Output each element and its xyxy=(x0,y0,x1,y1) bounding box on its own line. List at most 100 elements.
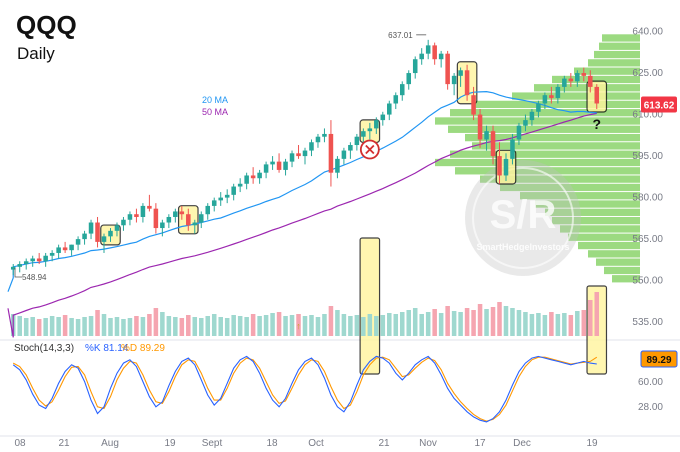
candle xyxy=(198,211,204,229)
volume-profile-bar xyxy=(596,258,640,266)
volume-profile-bar xyxy=(435,117,640,125)
time-tick-label: Oct xyxy=(308,438,324,449)
volume-profile-bar xyxy=(535,200,640,208)
ma20-line xyxy=(7,90,597,292)
volume-bar xyxy=(425,312,431,336)
volume-profile-bar xyxy=(512,92,640,100)
last-price-tag xyxy=(641,96,677,113)
candle xyxy=(101,233,107,253)
price-tick-label: 550.00 xyxy=(632,276,663,287)
volume-profile-bar xyxy=(594,50,640,59)
candle xyxy=(121,216,126,231)
candle xyxy=(516,122,522,146)
candle xyxy=(114,222,120,237)
candle xyxy=(205,203,211,220)
stoch-value-label: 89.29 xyxy=(646,355,671,366)
candle xyxy=(354,133,360,151)
price-tick-label: 565.00 xyxy=(632,234,663,245)
candle xyxy=(43,252,48,267)
watermark-text: S/R xyxy=(490,193,557,237)
volume-bar xyxy=(205,316,211,336)
question-annotation: ? xyxy=(592,116,601,132)
volume-profile-bar xyxy=(588,59,640,67)
volume-bar xyxy=(412,308,418,336)
volume-profile-bar xyxy=(455,167,640,175)
volume-bar xyxy=(114,317,120,336)
volume-bar xyxy=(594,292,600,336)
volume-bar xyxy=(101,314,107,336)
candle xyxy=(62,241,68,253)
volume-profile-bar xyxy=(545,208,640,216)
cross-marker-x xyxy=(365,144,375,155)
candle xyxy=(399,81,405,101)
volume-bar xyxy=(244,317,249,336)
volume-profile-bar xyxy=(604,266,640,275)
stoch-k-label: %K 81.14 xyxy=(85,343,129,354)
volume-bar xyxy=(477,304,483,336)
volume-bar xyxy=(328,306,334,336)
volume-bar xyxy=(451,311,457,336)
candle xyxy=(464,64,470,101)
candle xyxy=(134,208,139,223)
candle xyxy=(147,194,152,212)
stoch-k-line xyxy=(12,355,597,423)
candle xyxy=(445,50,450,90)
candle xyxy=(568,73,574,87)
candle xyxy=(335,156,340,179)
volume-bar xyxy=(419,314,424,336)
candle xyxy=(503,153,509,181)
ma50-label: 50 MA xyxy=(202,107,228,117)
volume-profile-bar xyxy=(588,250,640,258)
candle xyxy=(387,100,392,121)
highlight-column xyxy=(359,237,381,375)
volume-bar xyxy=(82,317,87,336)
stoch-d-label: %D 89.29 xyxy=(121,343,165,354)
candle xyxy=(380,111,386,126)
volume-bar xyxy=(140,317,146,336)
candle xyxy=(10,264,16,276)
volume-bar xyxy=(30,317,35,336)
volume-bar xyxy=(555,314,561,336)
volume-profile-bar xyxy=(472,142,640,150)
volume-bar xyxy=(497,302,502,336)
stoch-tick-label: 60.00 xyxy=(638,377,663,388)
volume-bar xyxy=(542,315,548,336)
volume-profile-bar xyxy=(448,125,640,133)
volume-bar xyxy=(387,313,392,336)
volume-bar xyxy=(166,316,172,336)
volume-profile-bar xyxy=(450,109,640,117)
time-tick-label: Sept xyxy=(202,438,223,449)
time-tick-label: Nov xyxy=(419,438,437,449)
volume-bar xyxy=(198,318,204,336)
candle xyxy=(581,67,587,82)
time-tick-label: 17 xyxy=(474,438,486,449)
volume-bars: ↑ xyxy=(10,292,600,336)
volume-profile-bar xyxy=(435,158,640,167)
high-price-label: 637.01 xyxy=(388,31,413,40)
volume-bar xyxy=(315,317,321,336)
volume-bar xyxy=(108,318,113,336)
volume-bar xyxy=(17,316,22,336)
volume-profile xyxy=(435,34,640,283)
candle xyxy=(477,109,483,148)
volume-profile-bar xyxy=(568,233,640,241)
volume-bar xyxy=(322,314,327,336)
volume-profile-bar xyxy=(602,34,640,42)
candle xyxy=(510,133,515,165)
candle xyxy=(588,70,593,93)
volume-profile-bar xyxy=(552,216,640,225)
stoch-tick-label: 28.00 xyxy=(638,402,663,413)
candle xyxy=(328,120,334,187)
volume-bar xyxy=(237,316,243,336)
candle xyxy=(153,203,159,234)
time-tick-label: 08 xyxy=(14,438,26,449)
volume-bar xyxy=(62,315,68,336)
volume-bar xyxy=(173,317,178,336)
volume-bar xyxy=(399,312,405,336)
candle xyxy=(542,92,548,110)
volume-bar xyxy=(186,315,191,336)
volume-bar xyxy=(302,316,308,336)
candle xyxy=(69,244,74,256)
volume-bar xyxy=(36,319,42,336)
